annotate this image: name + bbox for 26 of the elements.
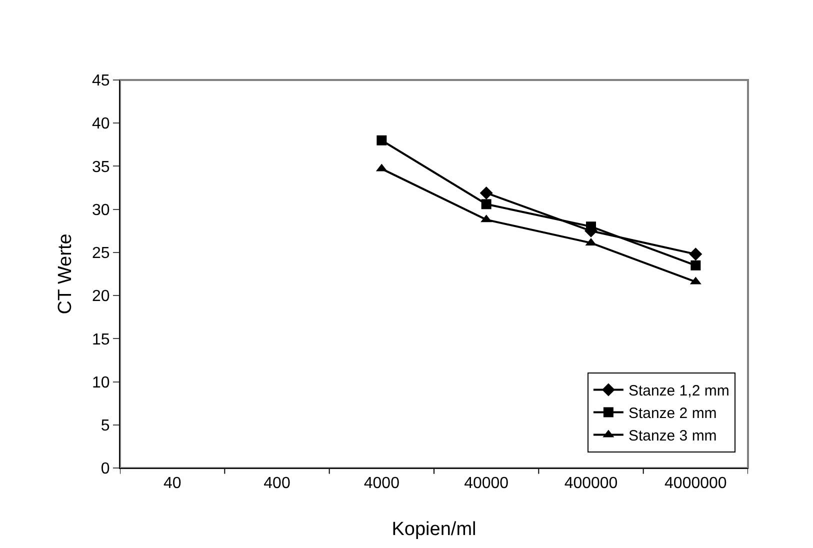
x-tick-label: 40 — [163, 475, 182, 492]
y-tick-label: 35 — [92, 158, 110, 176]
y-tick-label: 10 — [92, 374, 110, 392]
x-axis-title: Kopien/ml — [392, 519, 476, 540]
y-tick-label: 15 — [92, 331, 110, 348]
y-tick-label: 40 — [92, 116, 110, 133]
y-tick-label: 45 — [92, 72, 110, 90]
y-axis-title: CT Werte — [54, 234, 76, 314]
y-tick-label: 20 — [92, 288, 110, 306]
x-tick-label: 400 — [264, 475, 290, 492]
y-tick-label: 0 — [100, 460, 110, 478]
point — [376, 135, 387, 146]
point — [690, 260, 701, 270]
legend-label: Stanze 2 mm — [628, 405, 717, 422]
point — [480, 186, 493, 200]
y-tick-label: 5 — [100, 417, 110, 434]
point — [689, 248, 702, 261]
y-tick-label: 30 — [92, 202, 110, 219]
legend-label: Stanze 3 mm — [628, 428, 717, 445]
x-tick-label: 4000 — [364, 475, 400, 492]
legend-label: Stanze 1,2 mm — [628, 382, 730, 400]
x-tick-label: 4000000 — [664, 475, 727, 492]
y-tick-label: 25 — [92, 245, 110, 262]
x-tick-label: 400000 — [564, 475, 618, 492]
x-tick-label: 40000 — [464, 475, 509, 492]
point — [481, 199, 492, 210]
